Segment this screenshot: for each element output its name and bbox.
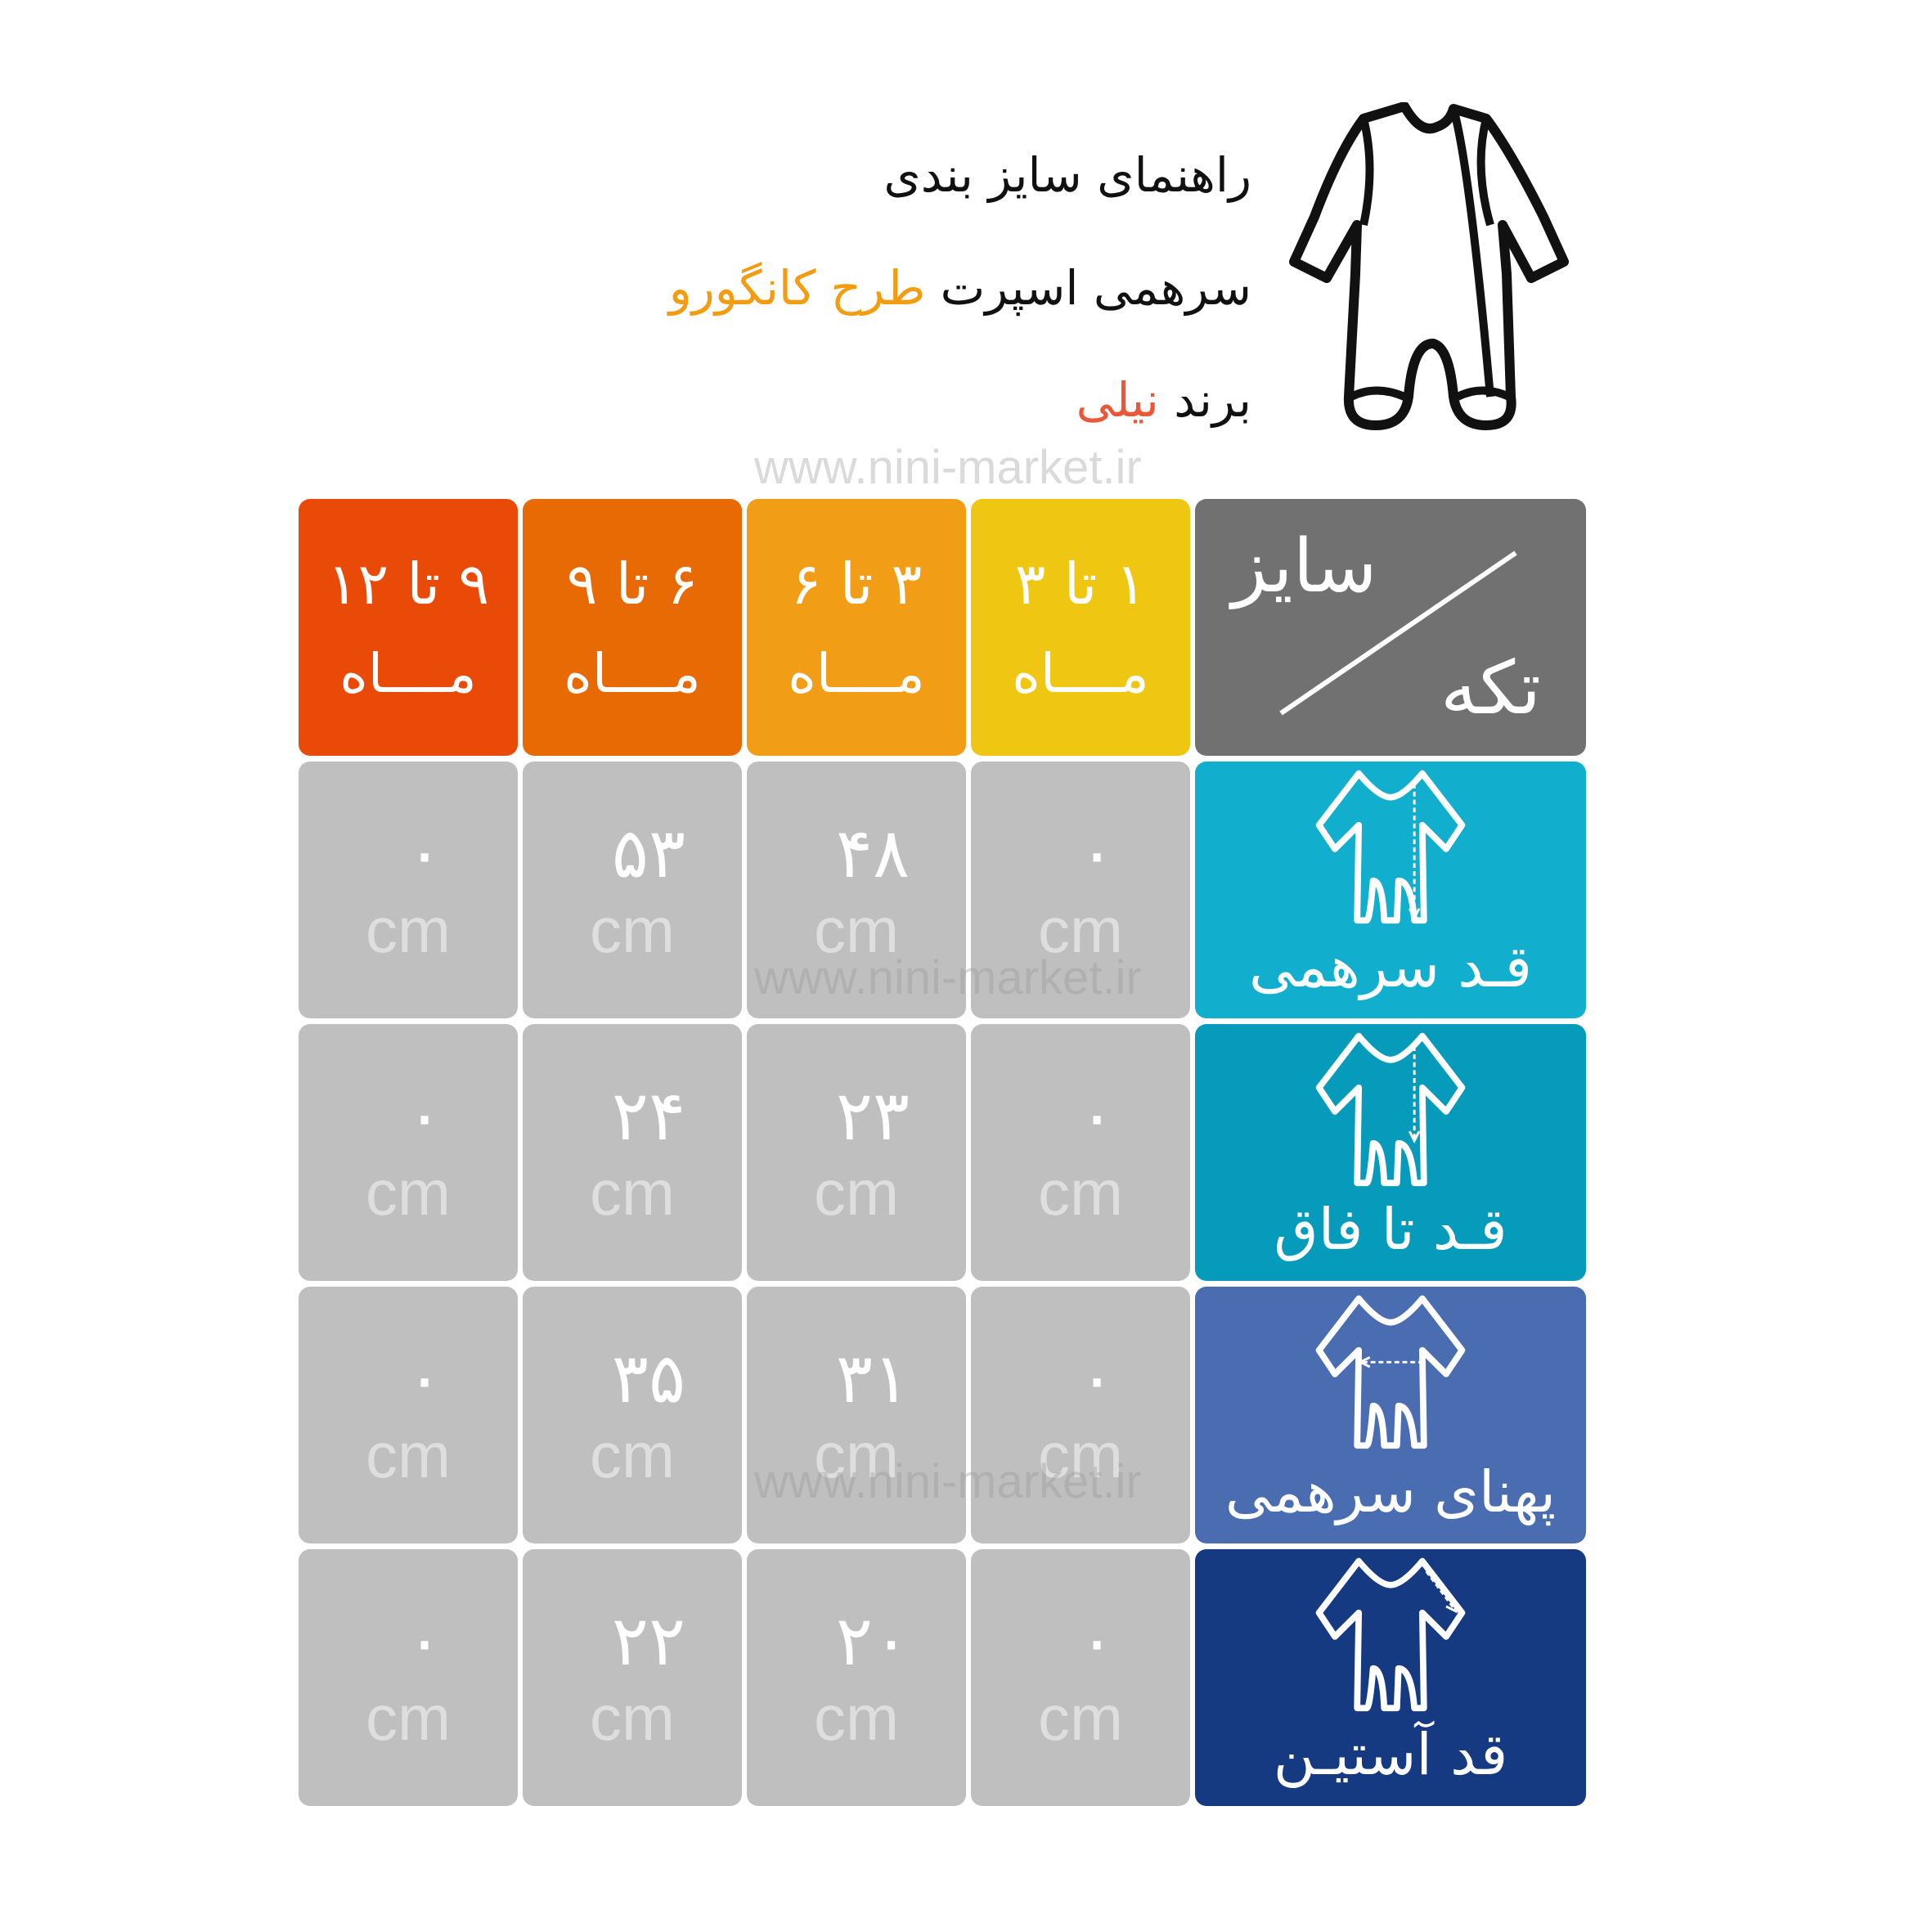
measurement-label-cell: قـد سرهمی: [1195, 762, 1586, 1018]
size-value-cell: ۰ cm: [299, 1549, 518, 1806]
measurement-value: ۰: [1078, 1337, 1116, 1418]
measurement-label-cell: پهنای سرهمی: [1195, 1287, 1586, 1543]
measurement-value: ۲۴: [611, 1075, 686, 1156]
size-value-cell: ۵۳ cm: [523, 762, 742, 1018]
measurement-label-cell: قـد تا فاق: [1195, 1024, 1586, 1281]
size-range: ۹ تا ۱۲: [326, 550, 490, 618]
measurement-value: ۴۸: [835, 812, 910, 893]
product-name: سرهمی اسپرت طرح کانگورو: [669, 260, 1251, 316]
measurement-label-cell: قد آستیـن: [1195, 1549, 1586, 1806]
size-value-cell: ۲۲ cm: [523, 1549, 742, 1806]
size-unit: مــــاه: [1012, 641, 1149, 705]
size-value-cell: ۰ cm: [299, 1024, 518, 1281]
size-value-cell: ۰ cm: [971, 762, 1190, 1018]
measurement-value: ۳۱: [835, 1337, 910, 1418]
onesie-sleeve-icon: [1315, 1557, 1466, 1712]
measurement-unit: cm: [814, 1156, 899, 1229]
measurement-unit: cm: [590, 1681, 675, 1754]
size-range: ۶ تا ۹: [566, 550, 699, 618]
brand-line: برند نیلی: [1076, 372, 1251, 428]
onesie-crotch-icon: [1315, 1032, 1466, 1187]
diagonal-divider: [1279, 550, 1517, 716]
guide-title: راهنمای سایز بندی: [883, 147, 1251, 203]
size-value-cell: ۰ cm: [299, 762, 518, 1018]
corner-piece-label: تکه: [1440, 645, 1541, 731]
size-col-header: ۱ تا ۳ مــــاه: [971, 499, 1190, 756]
measurement-value: ۲۰: [835, 1600, 910, 1681]
size-value-cell: ۳۵ cm: [523, 1287, 742, 1543]
corner-header: سایز تکه: [1195, 499, 1586, 756]
measurement-unit: cm: [366, 1156, 451, 1229]
size-unit: مــــاه: [564, 641, 701, 705]
measurement-value: ۳۵: [611, 1337, 686, 1418]
size-unit: مــــاه: [788, 641, 925, 705]
measurement-unit: cm: [366, 893, 451, 966]
size-col-header: ۳ تا ۶ مــــاه: [747, 499, 966, 756]
measurement-unit: cm: [366, 1681, 451, 1754]
measurement-label: قـد سرهمی: [1249, 933, 1532, 1000]
watermark: www.nini-market.ir: [754, 951, 1142, 1004]
size-range: ۳ تا ۶: [790, 550, 923, 618]
measurement-unit: cm: [590, 893, 675, 966]
measurement-value: ۰: [1078, 812, 1116, 893]
size-col-header: ۶ تا ۹ مــــاه: [523, 499, 742, 756]
measurement-unit: cm: [1038, 1681, 1123, 1754]
watermark: www.nini-market.ir: [754, 1455, 1142, 1508]
size-value-cell: ۰ cm: [299, 1287, 518, 1543]
measurement-label: پهنای سرهمی: [1224, 1458, 1557, 1525]
size-table: ۹ تا ۱۲ مــــاه ۶ تا ۹ مــــاه ۳ تا ۶ مــــ…: [299, 499, 1586, 1806]
measurement-unit: cm: [1038, 1418, 1123, 1491]
size-value-cell: ۲۰ cm: [747, 1549, 966, 1806]
size-value-cell: ۲۳ cm: [747, 1024, 966, 1281]
measurement-value: ۰: [406, 1075, 443, 1156]
corner-size-label: سایز: [1232, 523, 1377, 609]
brand-name: نیلی: [1076, 372, 1159, 428]
measurement-unit: cm: [814, 893, 899, 966]
size-value-cell: ۰ cm: [971, 1549, 1190, 1806]
measurement-value: ۰: [1078, 1075, 1116, 1156]
measurement-value: ۰: [1078, 1600, 1116, 1681]
onesie-length-icon: [1315, 770, 1466, 924]
measurement-value: ۲۳: [835, 1075, 910, 1156]
size-range: ۱ تا ۳: [1014, 550, 1147, 618]
measurement-unit: cm: [1038, 1156, 1123, 1229]
measurement-unit: cm: [366, 1418, 451, 1491]
measurement-unit: cm: [590, 1156, 675, 1229]
measurement-label: قد آستیـن: [1273, 1721, 1508, 1788]
measurement-value: ۰: [406, 1337, 443, 1418]
product-design: طرح کانگورو: [668, 260, 926, 316]
measurement-unit: cm: [1038, 893, 1123, 966]
measurement-value: ۲۲: [611, 1600, 686, 1681]
size-value-cell: ۲۴ cm: [523, 1024, 742, 1281]
brand-label: برند: [1174, 372, 1251, 428]
onesie-width-icon: [1315, 1295, 1466, 1449]
size-unit: مــــاه: [339, 641, 477, 705]
measurement-value: ۰: [406, 1600, 443, 1681]
onesie-outline-icon: [1289, 102, 1569, 430]
size-col-header: ۹ تا ۱۲ مــــاه: [299, 499, 518, 756]
measurement-value: ۰: [406, 812, 443, 893]
size-value-cell: ۰ cm: [971, 1024, 1190, 1281]
measurement-label: قـد تا فاق: [1274, 1196, 1507, 1263]
measurement-unit: cm: [814, 1681, 899, 1754]
measurement-value: ۵۳: [611, 812, 686, 893]
watermark: www.nini-market.ir: [754, 441, 1142, 494]
product-type: سرهمی اسپرت: [940, 260, 1251, 316]
size-value-cell: ۴۸ cm: [747, 762, 966, 1018]
measurement-unit: cm: [814, 1418, 899, 1491]
measurement-unit: cm: [590, 1418, 675, 1491]
size-value-cell: ۰ cm: [971, 1287, 1190, 1543]
size-value-cell: ۳۱ cm: [747, 1287, 966, 1543]
